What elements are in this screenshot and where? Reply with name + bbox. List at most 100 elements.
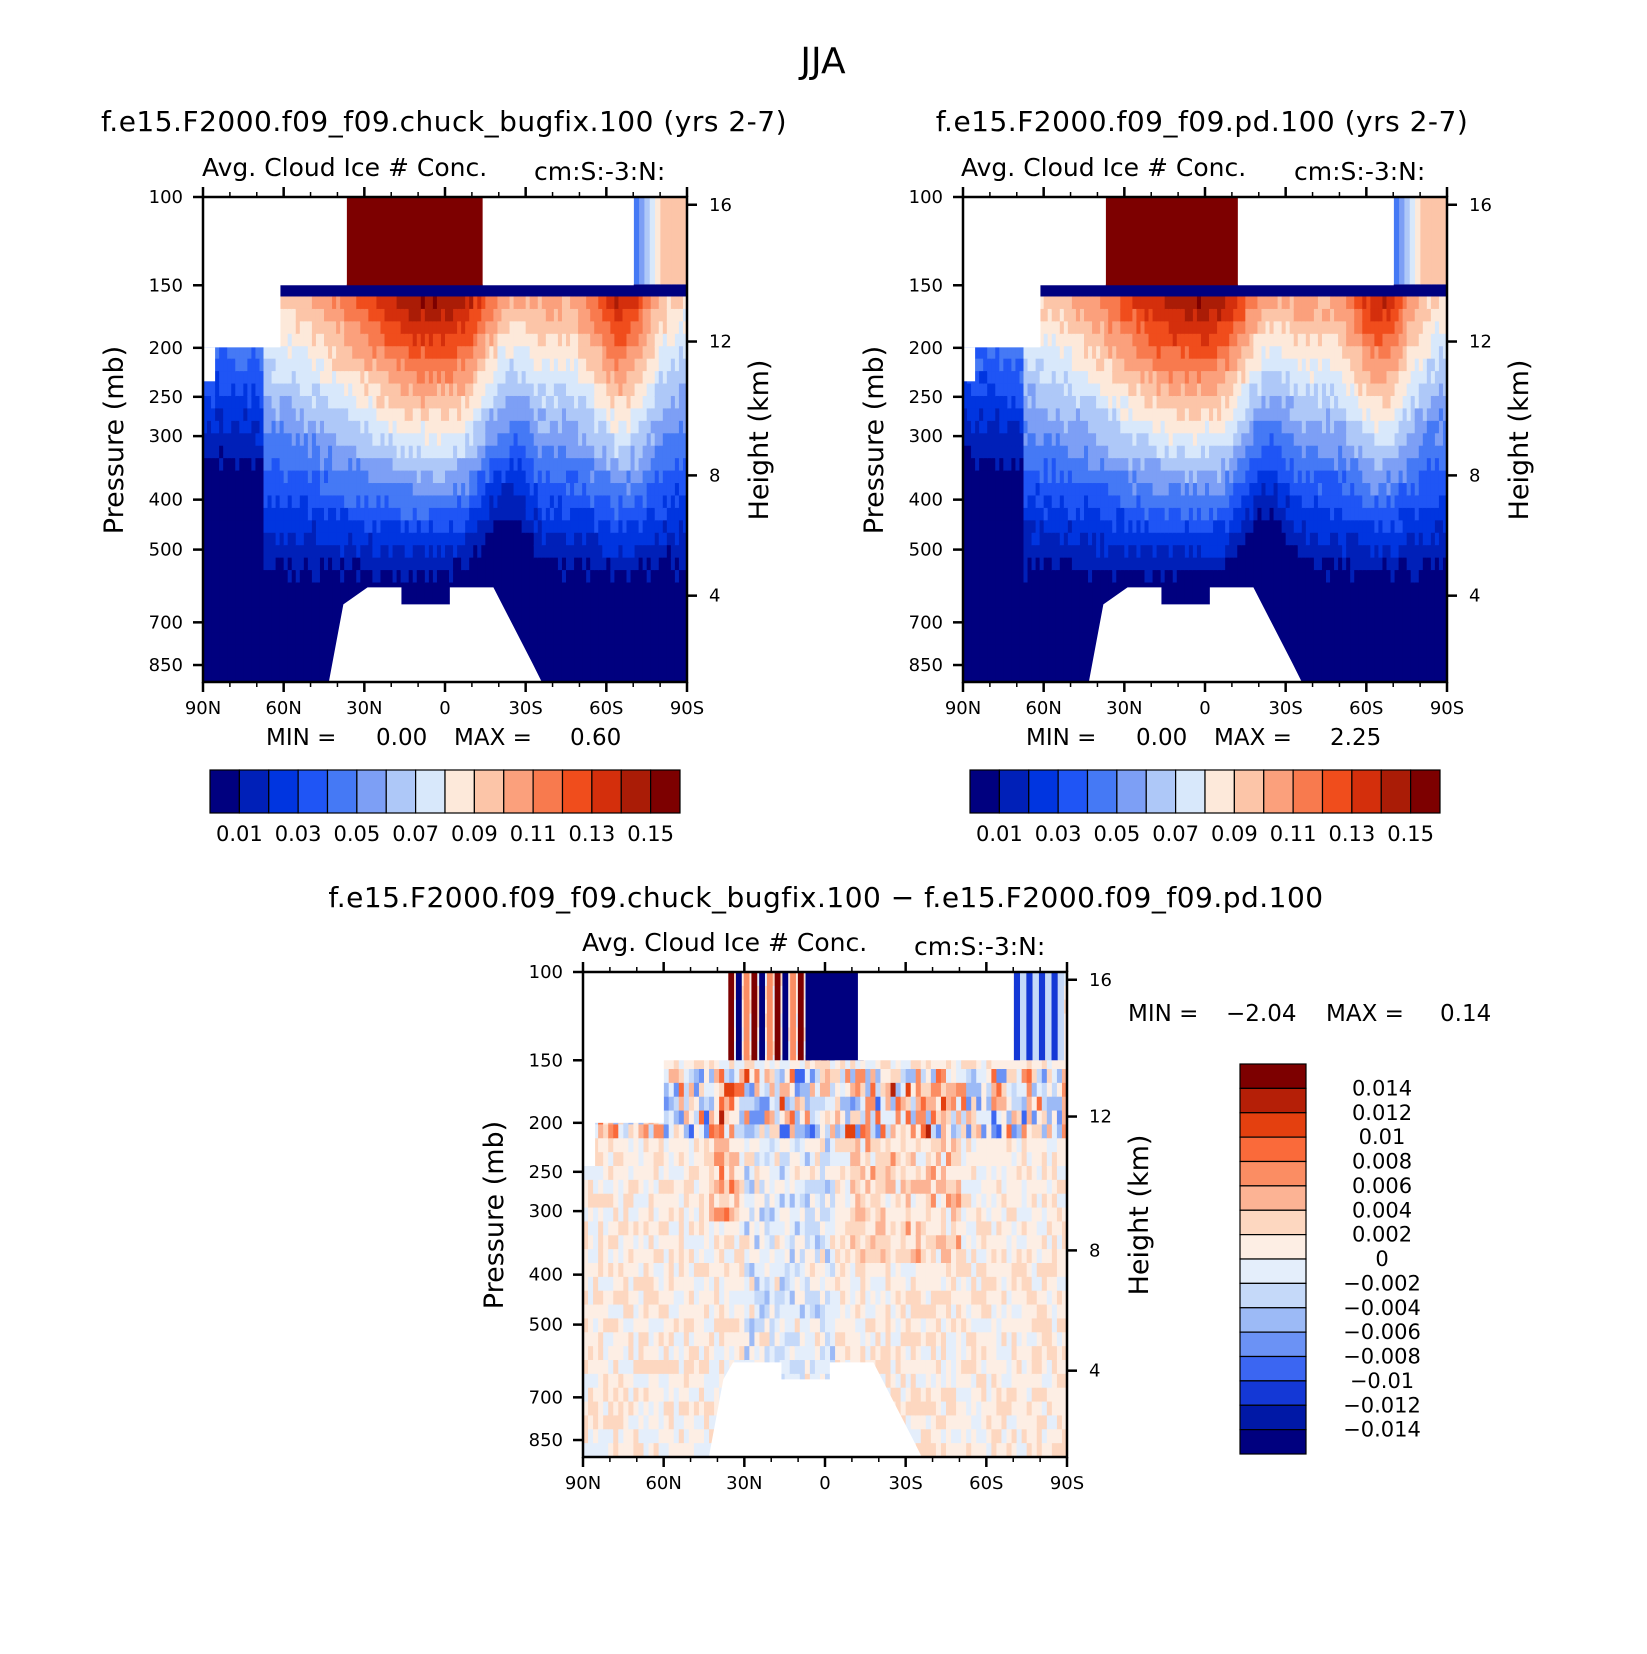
- panel1-min-value: 0.00: [376, 725, 427, 751]
- field-missing: [483, 197, 634, 285]
- field-cell: [215, 682, 220, 695]
- field-cell: [316, 682, 321, 695]
- field-cell: [481, 682, 486, 695]
- field-cell: [590, 682, 595, 695]
- field-cell: [971, 682, 976, 695]
- field-cell: [967, 682, 972, 695]
- field-cell: [676, 197, 682, 284]
- field-cell: [1019, 682, 1024, 695]
- field-cell: [300, 682, 305, 695]
- field-cell: [538, 682, 543, 695]
- field-cell: [348, 682, 353, 695]
- x-tick-label: 30S: [508, 698, 542, 719]
- y-tick-label: 150: [149, 275, 183, 296]
- field-cell: [405, 682, 410, 695]
- colorbar-label: 0.15: [627, 822, 674, 846]
- field-cell: [251, 682, 256, 695]
- field-cell: [304, 682, 309, 695]
- field-cell: [1036, 682, 1041, 695]
- field-cell: [570, 682, 575, 695]
- colorbar-swatch: [445, 770, 474, 813]
- panel1-subtitle-left: Avg. Cloud Ice # Conc.: [202, 153, 487, 182]
- colorbar-swatch: [239, 770, 268, 813]
- x-tick-label: 90S: [670, 698, 704, 719]
- field-cell: [1072, 682, 1077, 695]
- x-tick-label: 30N: [346, 698, 382, 719]
- field-cell: [643, 682, 648, 695]
- field-cell: [312, 682, 317, 695]
- panel1-min-label: MIN =: [266, 725, 336, 751]
- field-cell: [328, 682, 333, 695]
- colorbar-label: 0.09: [451, 822, 498, 846]
- field-cell: [356, 682, 361, 695]
- y-tick-label: 700: [149, 612, 183, 633]
- colorbar-label: 0.03: [275, 822, 322, 846]
- field-cell: [1052, 682, 1057, 695]
- field-cell: [655, 197, 661, 284]
- field-cell: [660, 197, 666, 284]
- field-cell: [413, 682, 418, 695]
- field-cell: [421, 682, 426, 695]
- y-tick-label: 200: [149, 338, 183, 359]
- field-missing: [203, 284, 280, 347]
- field-cell: [223, 682, 228, 695]
- field-cell: [477, 682, 482, 695]
- field-cell: [259, 682, 264, 695]
- field-cell: [651, 682, 656, 695]
- field-cell: [332, 682, 337, 695]
- field-cell: [506, 682, 511, 695]
- field-cell: [1064, 682, 1069, 695]
- field-cell: [1032, 682, 1037, 695]
- x-tick-label: 60S: [589, 698, 623, 719]
- field-cell: [667, 682, 672, 695]
- field-cell: [542, 682, 547, 695]
- colorbar-label: 0.13: [568, 822, 615, 846]
- y-tick-label: 250: [149, 387, 183, 408]
- panel-pd: f.e15.F2000.f09_f09.pd.100 (yrs 2-7) Avg…: [859, 105, 1535, 846]
- field-cell: [1003, 682, 1008, 695]
- field-cell: [292, 682, 297, 695]
- panel2-subtitle-left: Avg. Cloud Ice # Conc.: [961, 153, 1246, 182]
- field-cell: [376, 682, 381, 695]
- field-cell: [1024, 682, 1029, 695]
- y-right-tick-label: 16: [709, 195, 732, 216]
- field-cell: [634, 197, 640, 284]
- field-cell: [247, 682, 252, 695]
- field-cell: [401, 682, 406, 695]
- field-cell: [530, 682, 535, 695]
- field-cell: [264, 682, 269, 695]
- field-cell: [239, 682, 244, 695]
- field-cell: [429, 682, 434, 695]
- field-cell: [485, 682, 490, 695]
- panel2-title: f.e15.F2000.f09_f09.pd.100 (yrs 2-7): [936, 105, 1469, 138]
- colorbar-label: 0.01: [216, 822, 263, 846]
- field-cell: [1011, 682, 1016, 695]
- field-cell: [493, 682, 498, 695]
- field-cell: [324, 682, 329, 695]
- page-title: JJA: [798, 41, 846, 82]
- field-cell: [675, 682, 680, 695]
- panel1-max-value: 0.60: [570, 725, 621, 751]
- colorbar-swatch: [533, 770, 562, 813]
- colorbar-swatch: [563, 770, 592, 813]
- field-cell: [344, 682, 349, 695]
- y-tick-label: 300: [149, 426, 183, 447]
- field-cell: [582, 682, 587, 695]
- panel1-title: f.e15.F2000.f09_f09.chuck_bugfix.100 (yr…: [101, 105, 787, 138]
- field-cell: [352, 682, 357, 695]
- colorbar-label: 0.11: [510, 822, 557, 846]
- field-cell: [207, 682, 212, 695]
- field-cell: [546, 682, 551, 695]
- field-cell: [385, 682, 390, 695]
- y-tick-label: 100: [149, 187, 183, 208]
- field-cell: [1048, 682, 1053, 695]
- colorbar-swatch: [298, 770, 327, 813]
- field-cell: [453, 682, 458, 695]
- panel2-field: [963, 197, 1452, 695]
- field-cell: [457, 682, 462, 695]
- field-cell: [594, 682, 599, 695]
- y-tick-label: 400: [149, 490, 183, 511]
- field-cell: [650, 197, 656, 284]
